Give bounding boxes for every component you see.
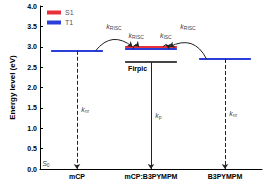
svg-text:mCP: mCP bbox=[69, 173, 85, 180]
svg-text:2.0: 2.0 bbox=[27, 84, 37, 91]
svg-text:Energy level (eV): Energy level (eV) bbox=[8, 55, 17, 120]
svg-text:0: 0 bbox=[47, 162, 50, 168]
svg-text:S1: S1 bbox=[65, 9, 74, 16]
svg-text:RISC: RISC bbox=[184, 25, 196, 31]
svg-text:1.5: 1.5 bbox=[27, 104, 37, 111]
svg-text:nr: nr bbox=[85, 108, 90, 114]
svg-text:T1: T1 bbox=[65, 19, 73, 26]
svg-text:k: k bbox=[229, 110, 233, 118]
svg-text:4.0: 4.0 bbox=[27, 3, 37, 10]
svg-text:0.5: 0.5 bbox=[27, 145, 37, 152]
svg-text:Firpic: Firpic bbox=[128, 65, 147, 73]
svg-text:3.5: 3.5 bbox=[27, 23, 37, 30]
svg-text:3.0: 3.0 bbox=[27, 43, 37, 50]
svg-text:S: S bbox=[42, 159, 47, 167]
svg-text:k: k bbox=[106, 23, 110, 30]
svg-text:mCP:B3PYMPM: mCP:B3PYMPM bbox=[125, 173, 178, 180]
svg-text:1.0: 1.0 bbox=[27, 125, 37, 132]
svg-text:nr: nr bbox=[233, 112, 238, 118]
svg-text:k: k bbox=[180, 23, 184, 30]
svg-text:p: p bbox=[159, 114, 162, 120]
svg-text:B3PYMPM: B3PYMPM bbox=[208, 173, 243, 180]
svg-text:k: k bbox=[155, 112, 159, 120]
svg-text:0.0: 0.0 bbox=[27, 166, 37, 173]
svg-text:k: k bbox=[128, 32, 132, 40]
svg-text:k: k bbox=[81, 106, 85, 114]
svg-text:ISC: ISC bbox=[163, 34, 172, 40]
svg-text:2.5: 2.5 bbox=[27, 64, 37, 71]
svg-text:RISC: RISC bbox=[132, 34, 144, 40]
svg-text:RISC: RISC bbox=[110, 25, 122, 31]
svg-text:k: k bbox=[159, 32, 164, 40]
